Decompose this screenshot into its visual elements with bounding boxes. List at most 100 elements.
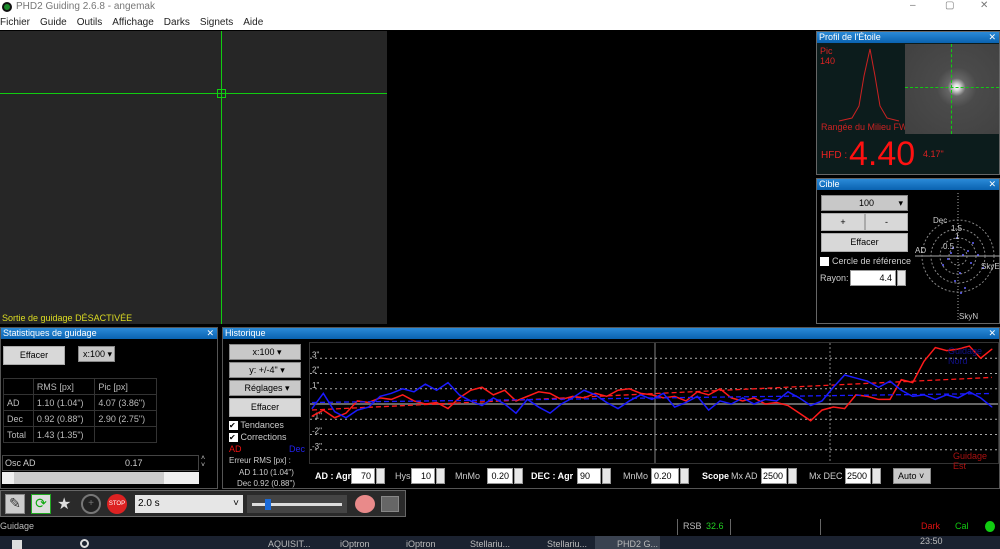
ra-minmo-input[interactable]: 0.20 bbox=[487, 468, 513, 484]
close-icon[interactable]: ✕ bbox=[988, 179, 996, 189]
history-y-scale-dropdown[interactable]: y: +/-4" ▾ bbox=[229, 362, 301, 378]
taskbar-app[interactable]: Stellariu... bbox=[470, 539, 511, 549]
ra-minmo-label: MnMo bbox=[455, 471, 481, 481]
ref-circle-checkbox[interactable] bbox=[820, 257, 829, 266]
data-point bbox=[844, 408, 846, 410]
menu-guide[interactable]: Guide bbox=[40, 17, 67, 28]
taskbar-app[interactable]: iOptron bbox=[406, 539, 436, 549]
dec-agr-input[interactable]: 90 bbox=[577, 468, 601, 484]
loop-icon[interactable]: ⟳ bbox=[31, 494, 51, 514]
menu-outils[interactable]: Outils bbox=[76, 17, 103, 28]
camera-icon[interactable] bbox=[381, 496, 399, 512]
data-point bbox=[878, 386, 880, 388]
data-point bbox=[674, 406, 676, 408]
guide-crosshair-icon[interactable]: + bbox=[81, 494, 101, 514]
history-x-scale-dropdown[interactable]: x:100 ▾ bbox=[229, 344, 301, 360]
taskbar-app[interactable]: AQUISIT... bbox=[268, 539, 311, 549]
taskbar-app[interactable]: Stellariu... bbox=[547, 539, 588, 549]
data-point bbox=[356, 400, 358, 402]
data-point bbox=[470, 389, 472, 391]
data-point bbox=[798, 412, 800, 414]
mxdec-spinner[interactable] bbox=[872, 468, 881, 484]
rms-ra: AD 1.10 (1.04") bbox=[239, 468, 294, 477]
horizontal-scrollbar[interactable] bbox=[2, 472, 199, 484]
snr-value: 32.6 bbox=[706, 521, 724, 531]
data-point bbox=[572, 395, 574, 397]
close-icon[interactable]: ✕ bbox=[206, 328, 214, 338]
data-point bbox=[821, 409, 823, 411]
corrections-checkbox[interactable]: ✔ Corrections bbox=[229, 432, 287, 442]
history-clear-button[interactable]: Effacer bbox=[229, 398, 301, 417]
data-point bbox=[776, 401, 778, 403]
radius-spinner[interactable] bbox=[897, 270, 906, 286]
clock: 23:50 bbox=[920, 536, 943, 546]
close-button[interactable]: ✕ bbox=[980, 0, 989, 11]
data-point bbox=[832, 406, 834, 408]
hys-input[interactable]: 10 bbox=[411, 468, 435, 484]
mxra-spinner[interactable] bbox=[788, 468, 797, 484]
data-point bbox=[356, 409, 358, 411]
ra-agr-spinner[interactable] bbox=[376, 468, 385, 484]
menu-aide[interactable]: Aide bbox=[243, 17, 264, 28]
slider-thumb[interactable] bbox=[264, 499, 271, 510]
stats-clear-button[interactable]: Effacer bbox=[3, 346, 65, 365]
hys-spinner[interactable] bbox=[436, 468, 445, 484]
menu-darks[interactable]: Darks bbox=[163, 17, 190, 28]
close-icon[interactable]: ✕ bbox=[988, 328, 996, 338]
data-point bbox=[980, 357, 982, 359]
mxdec-input[interactable]: 2500 bbox=[845, 468, 871, 484]
ra-agr-input[interactable]: 70 bbox=[351, 468, 375, 484]
maximize-button[interactable]: ▢ bbox=[945, 0, 955, 11]
menu-fichier[interactable]: Fichier bbox=[0, 17, 31, 28]
gear-wizard-pencil-icon[interactable]: ✎ bbox=[5, 494, 25, 514]
status-text: Guidage bbox=[0, 521, 35, 531]
mode-dropdown[interactable]: Auto ˅ bbox=[893, 468, 931, 484]
dec-minmo-input[interactable]: 0.20 bbox=[651, 468, 679, 484]
dec-minmo-spinner[interactable] bbox=[680, 468, 689, 484]
data-point bbox=[368, 406, 370, 408]
stop-icon[interactable]: STOP bbox=[107, 494, 127, 514]
status-bar: Guidage RSB 32.6 Dark Cal bbox=[0, 519, 1000, 535]
exposure-dropdown[interactable]: 2.0 s ˅ bbox=[135, 495, 243, 513]
ring-label: 1 bbox=[955, 232, 960, 241]
dec-axis-label: Dec bbox=[933, 216, 947, 225]
minimize-button[interactable]: – bbox=[910, 0, 916, 11]
target-clear-button[interactable]: Effacer bbox=[821, 233, 908, 252]
taskbar-app[interactable]: iOptron bbox=[340, 539, 370, 549]
ra-minmo-spinner[interactable] bbox=[514, 468, 523, 484]
history-settings-dropdown[interactable]: Réglages ▾ bbox=[229, 380, 301, 396]
checkbox-checked-icon: ✔ bbox=[229, 421, 238, 430]
dec-agr-spinner[interactable] bbox=[602, 468, 611, 484]
target-title: Cible bbox=[819, 179, 840, 189]
zoom-in-button[interactable]: + bbox=[821, 213, 865, 231]
menu-signets[interactable]: Signets bbox=[199, 17, 234, 28]
data-point bbox=[594, 392, 596, 394]
target-zoom-dropdown[interactable]: 100 ▾ bbox=[821, 195, 908, 211]
table-row: Dec 0.92 (0.88") 2.90 (2.75") bbox=[3, 410, 157, 427]
vertical-scrollbar[interactable]: ˄ ˅ bbox=[201, 455, 206, 469]
data-point bbox=[390, 392, 392, 394]
guide-params-row: AD : Agr 70 Hys 10 MnMo 0.20 DEC : Agr 9… bbox=[313, 468, 993, 486]
trends-checkbox[interactable]: ✔ Tendances bbox=[229, 420, 284, 430]
data-point bbox=[912, 395, 914, 397]
gamma-slider[interactable] bbox=[247, 495, 347, 513]
camera-view[interactable]: Sortie de guidage DÉSACTIVÉE bbox=[0, 31, 387, 324]
taskbar-app-active[interactable]: PHD2 G... bbox=[595, 536, 660, 549]
radius-input[interactable]: 4.4 bbox=[850, 270, 896, 286]
brain-icon[interactable] bbox=[355, 495, 375, 513]
ring-label: 0.5 bbox=[943, 242, 955, 251]
profile-curve bbox=[838, 48, 900, 122]
data-point bbox=[436, 389, 438, 391]
cell: 0.92 (0.88") bbox=[32, 410, 96, 427]
y-tick-label: -3" bbox=[312, 442, 322, 451]
mxra-input[interactable]: 2500 bbox=[761, 468, 787, 484]
data-point bbox=[662, 392, 664, 394]
start-icon[interactable] bbox=[12, 540, 22, 549]
close-icon[interactable]: ✕ bbox=[988, 32, 996, 42]
table-row: Total 1.43 (1.35") bbox=[3, 426, 157, 443]
zoom-out-button[interactable]: - bbox=[865, 213, 908, 231]
search-icon[interactable] bbox=[80, 539, 89, 548]
menu-affichage[interactable]: Affichage bbox=[112, 17, 154, 28]
auto-select-star-icon[interactable]: ★ bbox=[57, 496, 72, 513]
stats-scale-dropdown[interactable]: x:100 ▾ bbox=[78, 346, 115, 362]
